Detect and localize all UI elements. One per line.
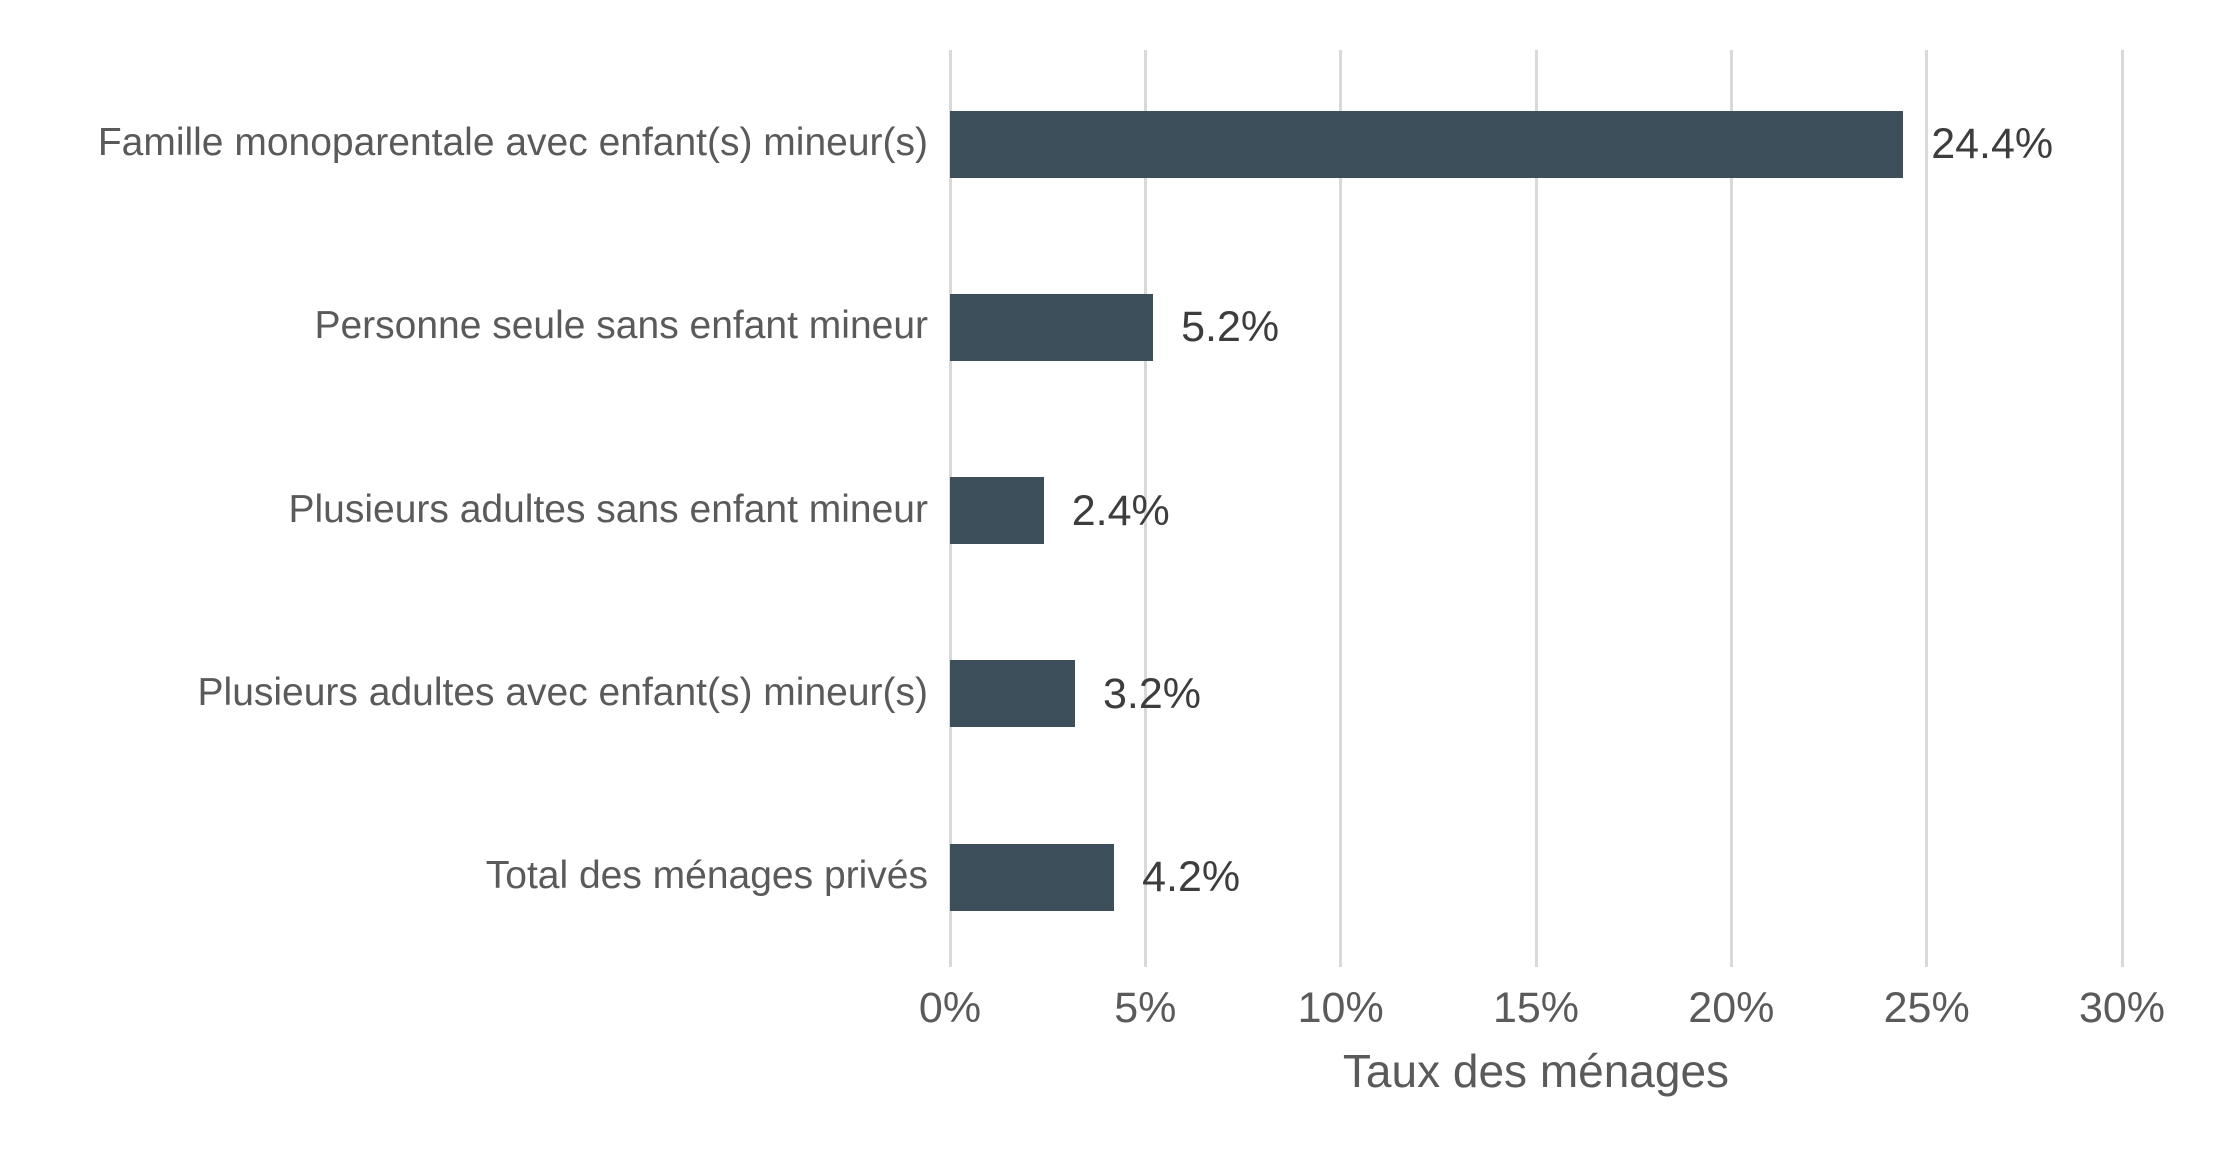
category-label: Personne seule sans enfant mineur: [314, 304, 928, 348]
value-label: 4.2%: [1142, 853, 1241, 901]
bar: [950, 477, 1044, 544]
value-label: 24.4%: [1931, 120, 2054, 168]
value-label: 5.2%: [1181, 303, 1280, 352]
x-tick-label: 25%: [1883, 984, 1970, 1032]
value-label: 3.2%: [1103, 669, 1202, 718]
value-label: 2.4%: [1071, 486, 1170, 535]
category-label: Famille monoparentale avec enfant(s) min…: [97, 121, 928, 164]
x-tick-label: 0%: [918, 984, 982, 1032]
x-tick-label: 15%: [1492, 984, 1580, 1032]
bar: [950, 293, 1154, 361]
bar: [950, 660, 1075, 728]
gridline-15: [1534, 50, 1538, 967]
bar: [950, 843, 1115, 911]
category-label: Plusieurs adultes avec enfant(s) mineur(…: [197, 670, 928, 714]
gridline-10: [1339, 50, 1343, 967]
bar: [950, 110, 1904, 178]
gridline-5: [1143, 50, 1147, 967]
x-tick-label: 30%: [2078, 984, 2166, 1032]
gridline-25: [1925, 50, 1929, 967]
x-tick-label: 5%: [1114, 984, 1177, 1032]
x-axis-title: Taux des ménages: [1342, 1045, 1730, 1097]
gridline-30: [2120, 50, 2124, 967]
gridline-20: [1729, 50, 1733, 967]
x-tick-label: 10%: [1297, 984, 1384, 1032]
x-tick-label: 20%: [1688, 984, 1775, 1032]
category-label: Plusieurs adultes sans enfant mineur: [288, 487, 928, 531]
category-label: Total des ménages privés: [485, 854, 928, 897]
